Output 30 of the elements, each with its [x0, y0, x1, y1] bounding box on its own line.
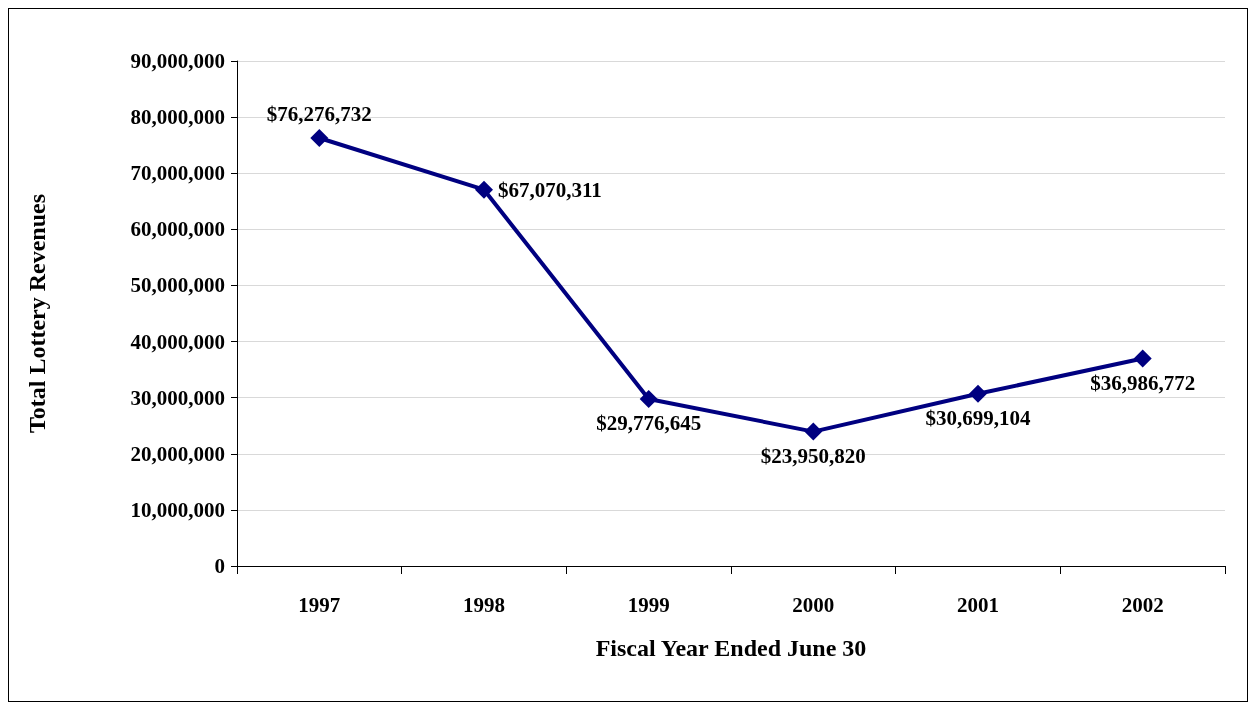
x-tick-label: 2001: [957, 592, 999, 617]
x-tick-label: 1998: [463, 592, 505, 617]
y-tick-label: 90,000,000: [130, 49, 225, 73]
data-label: $29,776,645: [596, 411, 702, 436]
point: [310, 129, 329, 147]
y-tick-label: 60,000,000: [130, 217, 225, 242]
y-tick-label: 70,000,000: [130, 161, 225, 186]
point: [475, 180, 493, 199]
y-tick-label: 50,000,000: [130, 273, 225, 298]
x-tick-label: 1997: [298, 592, 341, 617]
x-tick-label: 2002: [1121, 592, 1164, 617]
y-tick-label: 20,000,000: [130, 441, 225, 466]
point: [1133, 349, 1152, 368]
point: [804, 422, 823, 441]
y-tick-label: 10,000,000: [130, 497, 225, 522]
point: [639, 389, 658, 408]
y-tick-label: 80,000,000: [130, 105, 225, 130]
data-label: $23,950,820: [760, 444, 866, 469]
point: [969, 384, 987, 403]
data-label: $36,986,772: [1090, 370, 1196, 395]
x-axis-title: Fiscal Year Ended June 30: [595, 635, 867, 661]
y-axis-title: Total Lottery Revenues: [24, 193, 50, 434]
data-label: $76,276,732: [266, 101, 372, 126]
y-tick-label: 0: [214, 554, 225, 578]
y-tick-label: 30,000,000: [130, 385, 225, 410]
x-tick-label: 2000: [792, 592, 835, 617]
data-label: $30,699,104: [925, 406, 1031, 431]
y-tick-label: 40,000,000: [130, 329, 225, 354]
data-label: $67,070,311: [498, 177, 602, 202]
x-tick-label: 1999: [627, 592, 670, 617]
